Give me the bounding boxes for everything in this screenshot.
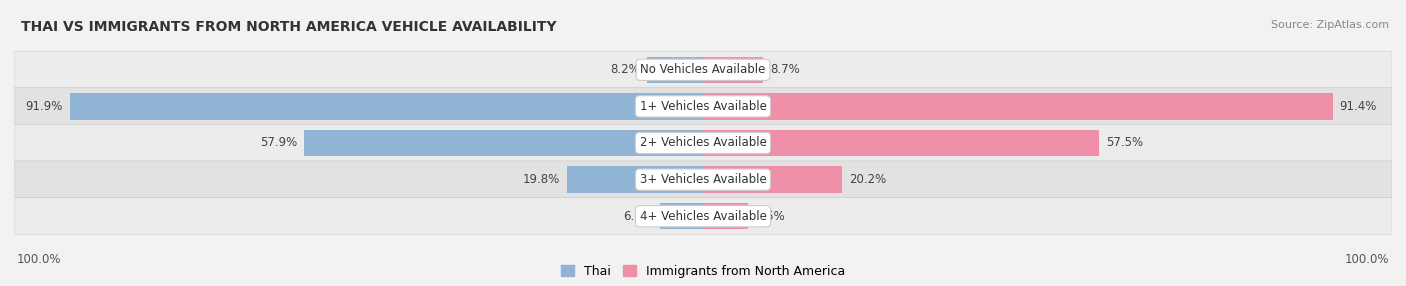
Bar (703, 93, 1333, 120)
Text: Source: ZipAtlas.com: Source: ZipAtlas.com (1271, 20, 1389, 30)
Text: 6.5%: 6.5% (755, 210, 785, 223)
Text: 1+ Vehicles Available: 1+ Vehicles Available (640, 100, 766, 113)
Bar (70, 93, 703, 120)
FancyBboxPatch shape (14, 51, 1392, 88)
Bar (703, 130, 1099, 156)
Text: 19.8%: 19.8% (523, 173, 560, 186)
FancyBboxPatch shape (14, 198, 1392, 235)
FancyBboxPatch shape (14, 124, 1392, 162)
Text: 100.0%: 100.0% (17, 253, 62, 266)
Text: 2+ Vehicles Available: 2+ Vehicles Available (640, 136, 766, 150)
Text: 20.2%: 20.2% (849, 173, 886, 186)
Text: 6.2%: 6.2% (623, 210, 654, 223)
Text: 4+ Vehicles Available: 4+ Vehicles Available (640, 210, 766, 223)
Bar (647, 57, 703, 83)
Text: 8.2%: 8.2% (610, 63, 640, 76)
Bar (661, 203, 703, 229)
Text: 100.0%: 100.0% (1344, 253, 1389, 266)
Bar (304, 130, 703, 156)
Text: 8.7%: 8.7% (770, 63, 800, 76)
Text: 3+ Vehicles Available: 3+ Vehicles Available (640, 173, 766, 186)
Text: No Vehicles Available: No Vehicles Available (640, 63, 766, 76)
Text: 57.5%: 57.5% (1107, 136, 1143, 150)
Text: 91.4%: 91.4% (1340, 100, 1376, 113)
Text: 91.9%: 91.9% (25, 100, 63, 113)
FancyBboxPatch shape (14, 161, 1392, 198)
Bar (703, 166, 842, 193)
Text: THAI VS IMMIGRANTS FROM NORTH AMERICA VEHICLE AVAILABILITY: THAI VS IMMIGRANTS FROM NORTH AMERICA VE… (21, 20, 557, 34)
Bar (703, 57, 763, 83)
Text: 57.9%: 57.9% (260, 136, 297, 150)
Bar (567, 166, 703, 193)
FancyBboxPatch shape (14, 88, 1392, 125)
Bar (703, 203, 748, 229)
Legend: Thai, Immigrants from North America: Thai, Immigrants from North America (557, 260, 849, 283)
